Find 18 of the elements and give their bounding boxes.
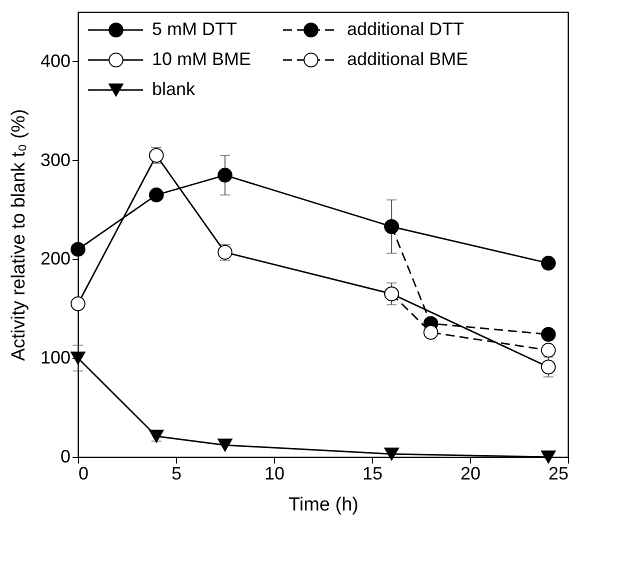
y-tick-label: 300 xyxy=(40,150,70,170)
legend-label: 10 mM BME xyxy=(152,49,252,69)
x-tick-label: 20 xyxy=(460,464,481,484)
x-tick-label: 25 xyxy=(548,464,568,484)
legend-label: additional BME xyxy=(347,49,468,69)
y-tick-label: 400 xyxy=(40,50,70,71)
x-tick-label: 5 xyxy=(171,464,182,484)
y-tick-label: 200 xyxy=(40,248,70,269)
x-axis-title: Time (h) xyxy=(288,494,359,516)
y-tick-label: 0 xyxy=(60,446,70,466)
legend-label: 5 mM DTT xyxy=(152,19,237,39)
x-tick-label: 0 xyxy=(78,464,89,484)
x-tick-label: 10 xyxy=(264,464,285,484)
legend-label: blank xyxy=(152,79,196,99)
legend-label: additional DTT xyxy=(347,19,464,39)
y-axis-title: Activity relative to blank t₀ (%) xyxy=(8,109,30,361)
y-tick-label: 100 xyxy=(40,348,70,368)
x-tick-label: 15 xyxy=(362,464,383,484)
